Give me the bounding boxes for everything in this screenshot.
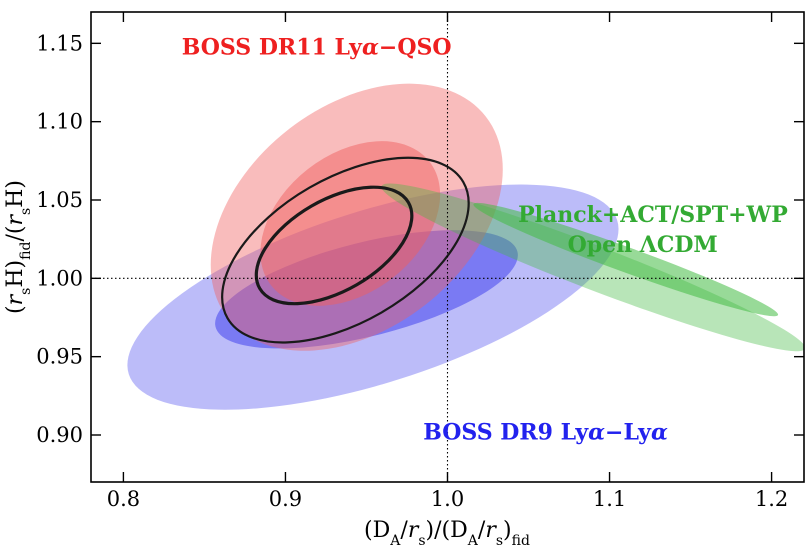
contour-2-inner [473,202,779,317]
y-tick-label: 1.00 [36,266,83,290]
y-axis-title: (rsH)fid/(rsH) [3,180,34,314]
contour-layer [127,83,804,410]
x-tick-label: 1.1 [593,487,626,511]
y-tick-label: 0.95 [36,345,83,369]
x-tick-label: 1.0 [431,487,464,511]
y-tick-label: 1.10 [36,110,83,134]
contour-2-outer [381,183,804,352]
y-tick-label: 1.15 [36,31,83,55]
reference-lines [91,12,804,482]
x-axis-title: (DA/rs)/(DA/rs)fid [364,518,530,545]
contour-1-inner [260,141,441,306]
boss-dr9-label: BOSS DR9 Lyα−Lyα [423,420,668,446]
x-tick-label: 0.8 [107,487,140,511]
x-tick-label: 0.9 [269,487,302,511]
series-1 [210,83,503,351]
planck-label: Open ΛCDM [568,232,718,258]
annotations: BOSS DR11 Lyα−QSO Planck+ACT/SPT+WP Open Λ… [182,34,788,445]
x-tick-label: 1.2 [755,487,788,511]
y-tick-label: 1.05 [36,188,83,212]
planck-label: Planck+ACT/SPT+WP [518,202,788,228]
y-tick-label: 0.90 [36,423,83,447]
axis-ticks: 0.8 0.9 1.0 1.1 1.2 0.90 0.95 1.00 1.05 1.10 1.15 [36,12,804,511]
contour-3-outer [221,156,470,344]
series-2 [381,183,804,352]
boss-dr11-label: BOSS DR11 Lyα−QSO [182,34,452,60]
series-3 [221,156,470,344]
contour-3-inner [254,185,414,306]
